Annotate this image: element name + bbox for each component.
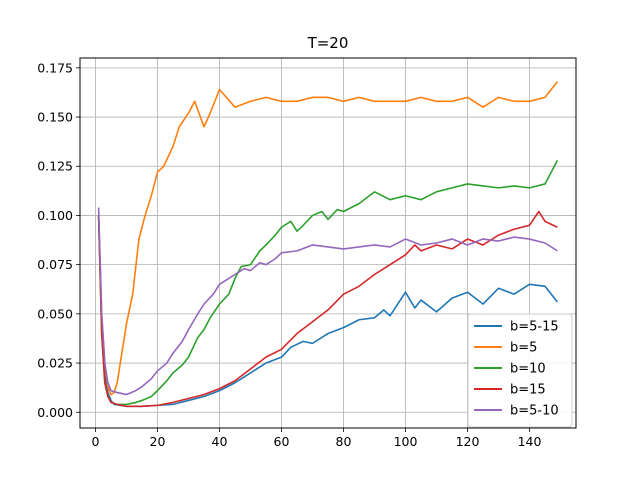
series-lines [97,81,559,408]
y-tick-label: 0.150 [37,110,73,125]
legend: b=5-15 b=5 b=10 b=15 b=5-10 [467,313,573,428]
x-tick-label: 80 [336,434,352,449]
series-line-b=15 [97,210,558,408]
x-tick-label: 0 [92,434,100,449]
legend-label: b=5-10 [510,404,559,419]
legend-label: b=10 [510,362,546,377]
x-tick-label: 140 [518,434,542,449]
series-line-b=5 [97,81,559,396]
y-tick-label: 0.000 [37,405,73,420]
y-tick-label: 0.050 [37,306,73,321]
legend-box [467,313,573,428]
x-tick-label: 20 [150,434,166,449]
x-tick-label: 120 [456,434,480,449]
series-line-b=5-10 [97,207,558,396]
series-line-b=10 [97,159,559,406]
legend-label: b=15 [510,383,546,398]
x-tick-label: 100 [394,434,418,449]
x-tick-label: 40 [212,434,228,449]
y-tick-label: 0.125 [37,159,73,174]
chart-title: T=20 [307,34,349,52]
legend-label: b=5-15 [510,320,559,335]
y-tick-label: 0.025 [37,356,73,371]
y-tick-label: 0.175 [37,60,73,75]
legend-label: b=5 [510,341,537,356]
x-tick-label: 60 [274,434,290,449]
y-tick-label: 0.100 [37,208,73,223]
axis-ticks: 0 20 40 60 80 100 120 140 0.000 0.025 0.050 0.075 0.… [37,60,541,449]
y-tick-label: 0.075 [37,257,73,272]
plot-frame [79,57,577,429]
